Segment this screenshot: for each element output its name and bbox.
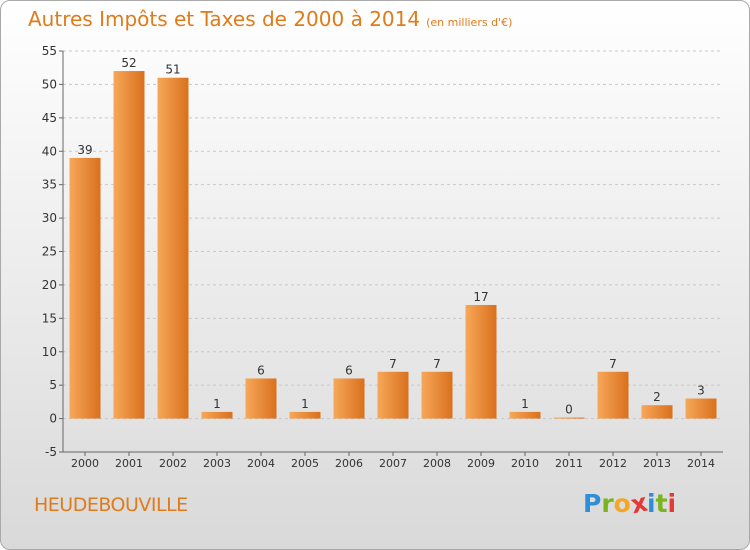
y-tick-label: 55 (42, 44, 57, 58)
bar (201, 411, 233, 419)
logo-letter: t (655, 489, 668, 518)
data-label: 7 (433, 357, 441, 371)
x-tick-label: 2002 (159, 457, 187, 470)
bar (421, 371, 453, 419)
y-tick-label: 20 (42, 278, 57, 292)
x-tick-label: 2008 (423, 457, 451, 470)
x-tick-label: 2011 (555, 457, 583, 470)
y-tick-label: -5 (45, 445, 57, 459)
data-label: 7 (389, 357, 397, 371)
x-tick-label: 2007 (379, 457, 407, 470)
y-tick-label: 5 (49, 378, 57, 392)
logo-letter: i (647, 489, 656, 518)
y-tick-label: 45 (42, 111, 57, 125)
data-label: 6 (257, 363, 265, 377)
x-tick-label: 2013 (643, 457, 671, 470)
bar (157, 77, 189, 419)
bar (641, 405, 673, 419)
data-label: 3 (697, 384, 705, 398)
bar (245, 378, 277, 419)
logo-letter: o (613, 489, 631, 518)
data-label: 0 (565, 403, 573, 417)
bar (69, 157, 101, 419)
y-tick-label: 0 (49, 412, 57, 426)
logo-letter: r (601, 489, 614, 518)
town-name: HEUDEBOUVILLE (34, 494, 188, 516)
data-label: 7 (609, 357, 617, 371)
bar (465, 304, 497, 419)
data-label: 39 (77, 143, 92, 157)
bar (509, 411, 541, 419)
y-tick-label: 40 (42, 144, 57, 158)
y-tick-label: 30 (42, 211, 57, 225)
chart-subtitle: (en milliers d'€) (426, 16, 513, 29)
data-label: 1 (521, 397, 529, 411)
bar (333, 378, 365, 419)
chart-title: Autres Impôts et Taxes de 2000 à 2014 (en… (28, 7, 512, 31)
proxiti-logo: Proxiti (583, 488, 677, 520)
x-tick-label: 2009 (467, 457, 495, 470)
x-tick-label: 2003 (203, 457, 231, 470)
x-tick-label: 2001 (115, 457, 143, 470)
chart-title-text: Autres Impôts et Taxes de 2000 à 2014 (28, 7, 421, 31)
y-tick-label: 25 (42, 245, 57, 259)
y-tick-label: 15 (42, 311, 57, 325)
data-label: 52 (121, 56, 136, 70)
data-label: 6 (345, 363, 353, 377)
x-tick-label: 2006 (335, 457, 363, 470)
data-label: 51 (165, 63, 180, 77)
bar (113, 71, 145, 419)
x-tick-label: 2012 (599, 457, 627, 470)
x-tick-label: 2000 (71, 457, 99, 470)
bar (553, 417, 585, 419)
y-tick-label: 50 (42, 77, 57, 91)
y-tick-label: 35 (42, 178, 57, 192)
bar (377, 371, 409, 419)
logo-letter: P (583, 489, 602, 518)
bar (597, 371, 629, 419)
x-tick-label: 2014 (687, 457, 715, 470)
x-tick-label: 2010 (511, 457, 539, 470)
x-tick-label: 2005 (291, 457, 319, 470)
data-label: 1 (301, 397, 309, 411)
bar (289, 411, 321, 419)
data-label: 2 (653, 390, 661, 404)
data-label: 17 (473, 290, 488, 304)
logo-letter: i (667, 489, 677, 518)
x-tick-label: 2004 (247, 457, 275, 470)
data-label: 1 (213, 397, 221, 411)
y-tick-label: 10 (42, 345, 57, 359)
bar (685, 398, 717, 419)
